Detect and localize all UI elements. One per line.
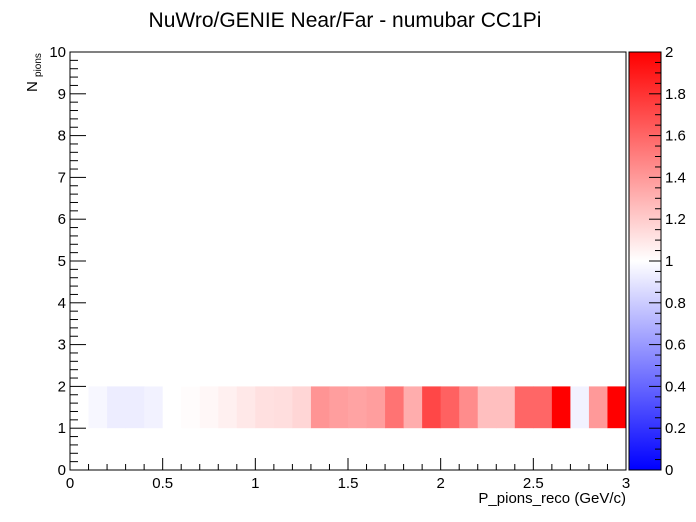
chart-title: NuWro/GENIE Near/Far - numubar CC1Pi — [149, 9, 542, 32]
x-axis-label: P_pions_reco (GeV/c) — [478, 490, 626, 507]
color-scale-axis: 0 0.2 0.4 0.6 0.8 1 1.2 1.4 1.6 1.8 2 — [649, 44, 686, 479]
heatmap-cell — [570, 386, 590, 429]
y-tick-label: 7 — [58, 169, 66, 186]
heatmap-cell — [218, 386, 238, 429]
heatmap-cell — [366, 386, 386, 429]
x-tick-label: 0 — [66, 475, 74, 492]
y-axis: 0 1 2 3 4 5 6 7 8 9 10 — [49, 44, 86, 479]
y-tick-label: 8 — [58, 128, 66, 145]
heatmap-cell — [403, 386, 423, 429]
heatmap-cell — [422, 386, 442, 429]
z-tick-label: 1.4 — [665, 169, 686, 186]
y-tick-label: 2 — [58, 378, 66, 395]
heatmap-cell — [162, 386, 182, 429]
heatmap-cells — [88, 386, 627, 429]
heatmap-cell — [292, 386, 312, 429]
z-tick-label: 1.8 — [665, 86, 686, 103]
z-tick-label: 1.2 — [665, 211, 686, 228]
heatmap-cell — [273, 386, 293, 429]
y-tick-label: 0 — [58, 462, 66, 479]
x-tick-label: 2 — [436, 475, 444, 492]
y-axis-label-main: N — [24, 81, 41, 92]
z-tick-label: 0.8 — [665, 295, 686, 312]
heatmap-cell — [199, 386, 219, 429]
x-tick-label: 3 — [622, 475, 630, 492]
heatmap-cell — [533, 386, 553, 429]
y-tick-label: 9 — [58, 86, 66, 103]
z-tick-label: 2 — [665, 44, 673, 61]
z-tick-label: 1 — [665, 253, 673, 270]
x-axis: 0 0.5 1 1.5 2 2.5 3 — [66, 458, 630, 492]
y-tick-label: 4 — [58, 295, 66, 312]
heatmap-cell — [440, 386, 460, 429]
z-tick-label: 1.6 — [665, 128, 686, 145]
heatmap-cell — [88, 386, 108, 429]
z-tick-label: 0.6 — [665, 337, 686, 354]
heatmap-cell — [144, 386, 164, 429]
heatmap-cell — [255, 386, 275, 429]
x-tick-label: 0.5 — [152, 475, 173, 492]
x-tick-label: 2.5 — [523, 475, 544, 492]
heatmap-cell — [477, 386, 497, 429]
heatmap-cell — [607, 386, 627, 429]
x-tick-label: 1 — [251, 475, 259, 492]
heatmap-cell — [310, 386, 330, 429]
y-tick-label: 1 — [58, 420, 66, 437]
heatmap-cell — [588, 386, 608, 429]
y-axis-label-subscript: pions — [33, 53, 44, 77]
y-tick-label: 5 — [58, 253, 66, 270]
heatmap-cell — [514, 386, 534, 429]
heatmap-cell — [329, 386, 349, 429]
heatmap-cell — [348, 386, 367, 429]
z-tick-label: 0.4 — [665, 378, 686, 395]
heatmap-cell — [459, 386, 479, 429]
y-axis-label: N pions — [24, 53, 44, 92]
z-tick-label: 0 — [665, 462, 673, 479]
heatmap-cell — [107, 386, 126, 429]
z-tick-label: 0.2 — [665, 420, 686, 437]
heatmap-cell — [385, 386, 404, 429]
heatmap-cell — [125, 386, 145, 429]
y-tick-label: 3 — [58, 337, 66, 354]
y-tick-label: 10 — [49, 44, 66, 61]
x-tick-label: 1.5 — [338, 475, 359, 492]
heatmap-cell — [496, 386, 516, 429]
heatmap-cell — [551, 386, 571, 429]
heatmap-cell — [236, 386, 256, 429]
y-tick-label: 6 — [58, 211, 66, 228]
heatmap-cell — [181, 386, 201, 429]
